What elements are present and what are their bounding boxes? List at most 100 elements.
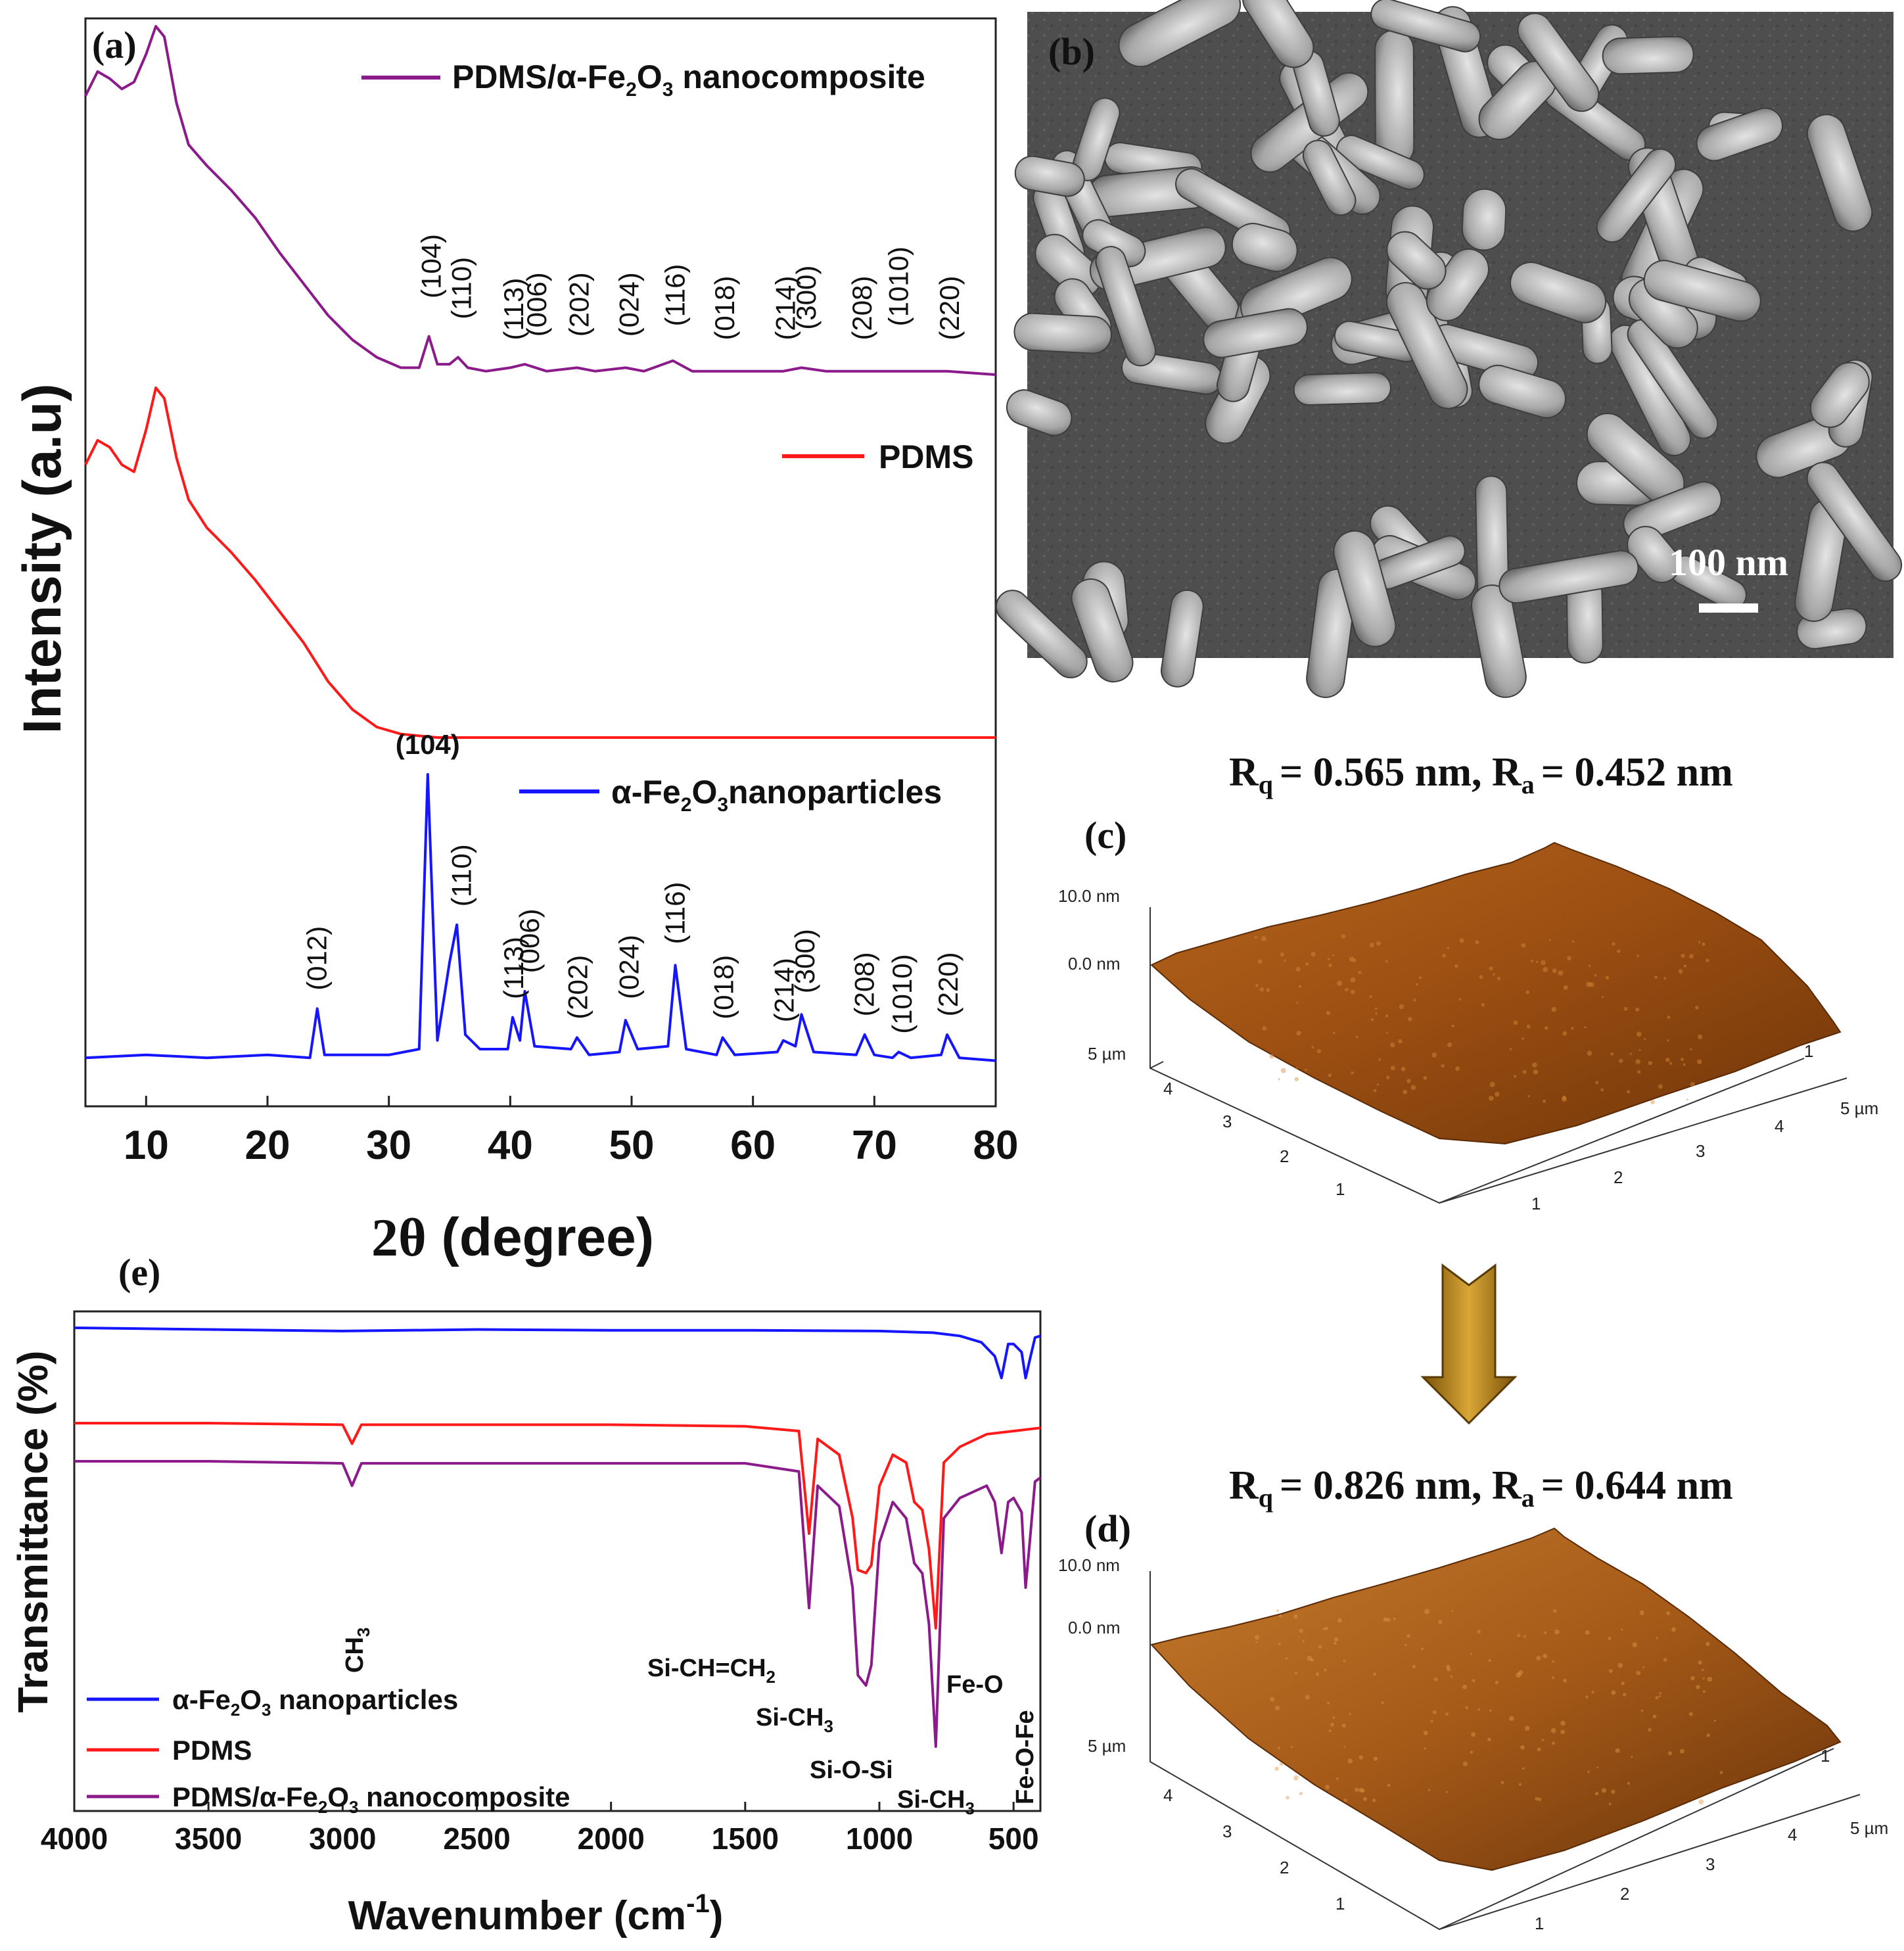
panel-a-xrd: (a) 10 20 30 40 50 60 70 80 Intensity (a.u) 2θ …: [12, 17, 1018, 1267]
afm-speckle: [1369, 943, 1374, 948]
afm-speckle: [1254, 935, 1257, 939]
afm-speckle: [1408, 1016, 1412, 1022]
afm-speckle: [1665, 1058, 1670, 1062]
afm-speckle: [1537, 1747, 1541, 1752]
afm-d-rq-value: = 0.826 nm, R: [1280, 1463, 1522, 1508]
afm-speckle: [1332, 1716, 1335, 1720]
afm-speckle: [1655, 1696, 1659, 1700]
afm-speckle: [1585, 1695, 1589, 1699]
panel-d-label: (d): [1084, 1507, 1131, 1550]
afm-speckle: [1446, 1791, 1448, 1793]
afm-speckle: [1697, 1059, 1702, 1064]
afm-speckle: [1627, 1781, 1631, 1785]
band-vinyl-sub: 2: [766, 1667, 776, 1687]
afm-d-tick-1x: 1: [1535, 1914, 1544, 1933]
afm-speckle: [1374, 1007, 1378, 1010]
afm-speckle: [1479, 975, 1483, 979]
afm-speckle: [1517, 1634, 1521, 1637]
afm-speckle: [1428, 1789, 1431, 1791]
ftir-tick-label: 1000: [846, 1822, 913, 1856]
sem-nanorod: [1510, 262, 1607, 323]
afm-d-ra-sub: a: [1521, 1483, 1535, 1513]
afm-speckle: [1343, 1660, 1346, 1662]
sem-nanorod: [1478, 364, 1567, 419]
afm-speckle: [1536, 1655, 1541, 1660]
afm-speckle: [1269, 1054, 1274, 1059]
xrd-series-line-0: [84, 25, 996, 376]
afm-speckle: [1690, 1082, 1695, 1087]
afm-speckle: [1332, 1031, 1335, 1035]
afm-speckle: [1481, 1002, 1485, 1007]
afm-speckle: [1293, 1614, 1298, 1619]
afm-speckle: [1495, 1680, 1499, 1685]
legend-e-comp-sub3: 3: [349, 1797, 358, 1817]
sem-nanorod: [1302, 139, 1357, 216]
ftir-series-line-2: [74, 1460, 1042, 1748]
afm-speckle: [1462, 1684, 1467, 1689]
legend-a-composite-text: PDMS/α-Fe2O3 nanocomposite: [452, 59, 925, 101]
afm-speckle: [1432, 1710, 1437, 1714]
ftir-y-axis-title: Transmittance (%): [9, 1350, 57, 1712]
sem-nanorod: [1095, 246, 1157, 367]
ftir-tick-label: 2500: [443, 1822, 510, 1856]
afm-speckle: [1266, 988, 1270, 993]
sem-scale-bar: [1699, 603, 1758, 613]
legend-e-comp-part2: nanocomposite: [358, 1781, 570, 1812]
afm-speckle: [1648, 1728, 1652, 1732]
xrd-tick-label: 10: [124, 1123, 169, 1168]
afm-c-tick-1r: 1: [1804, 1041, 1813, 1061]
xrd-hkl-label-nanoparticles: (214): [769, 958, 800, 1022]
afm-speckle: [1489, 1081, 1495, 1087]
afm-speckle: [1387, 1783, 1391, 1787]
xrd-hkl-label-nanoparticles: (202): [563, 955, 593, 1020]
afm-speckle: [1608, 1637, 1612, 1640]
afm-speckle: [1638, 1049, 1641, 1051]
afm-speckle: [1311, 1046, 1314, 1048]
afm-speckle: [1325, 1785, 1330, 1789]
afm-speckle: [1666, 1611, 1671, 1615]
afm-speckle: [1261, 936, 1266, 941]
xrd-x-axis-theta: 2θ: [371, 1208, 427, 1267]
afm-speckle: [1302, 1639, 1305, 1643]
afm-d-z-top: 10.0 nm: [1058, 1555, 1120, 1575]
afm-speckle: [1671, 1627, 1676, 1632]
afm-speckle: [1533, 1070, 1539, 1075]
band-vinyl: Si-CH=CH2: [647, 1655, 776, 1687]
xrd-hkl-label-nanoparticles: (006): [514, 908, 545, 973]
afm-speckle: [1279, 1762, 1284, 1766]
xrd-hkl-label-composite: (006): [521, 272, 552, 337]
afm-speckle: [1548, 939, 1551, 941]
afm-speckle: [1305, 962, 1309, 966]
afm-speckle: [1423, 1730, 1428, 1735]
afm-speckle: [1636, 1670, 1641, 1676]
xrd-hkl-label-nanoparticles: (012): [302, 926, 333, 991]
afm-speckle: [1648, 1061, 1652, 1066]
ftir-x-axis-title: Wavenumber (cm-1): [348, 1889, 724, 1939]
afm-speckle: [1378, 1058, 1381, 1061]
sem-nanorod: [1386, 231, 1447, 290]
afm-speckle: [1373, 1672, 1377, 1676]
sem-nanorod: [1596, 148, 1677, 243]
afm-speckle: [1285, 1657, 1288, 1660]
afm-speckle: [1495, 1092, 1500, 1097]
afm-speckle: [1385, 1031, 1388, 1034]
legend-a-pdms-text: PDMS: [879, 438, 973, 475]
sem-nanorod: [1013, 312, 1112, 354]
afm-speckle: [1390, 1066, 1395, 1071]
sem-nanorod: [1809, 362, 1870, 429]
afm-speckle: [1587, 1050, 1592, 1056]
afm-speckle: [1669, 1062, 1673, 1065]
afm-speckle: [1635, 1007, 1640, 1012]
afm-speckle: [1595, 1081, 1599, 1085]
afm-c-tick-4y: 4: [1163, 1079, 1173, 1098]
afm-speckle: [1350, 977, 1356, 983]
afm-speckle: [1259, 987, 1265, 992]
legend-e-comp-text: PDMS/α-Fe2O3 nanocomposite: [172, 1781, 570, 1817]
afm-speckle: [1543, 1099, 1546, 1103]
sem-nanorod: [1806, 461, 1903, 582]
xrd-y-axis-title: Intensity (a.u): [12, 383, 72, 734]
afm-speckle: [1334, 1637, 1339, 1642]
afm-speckle: [1398, 1039, 1403, 1044]
afm-speckle: [1631, 1756, 1633, 1758]
xrd-hkl-label-composite: (110): [446, 257, 476, 319]
